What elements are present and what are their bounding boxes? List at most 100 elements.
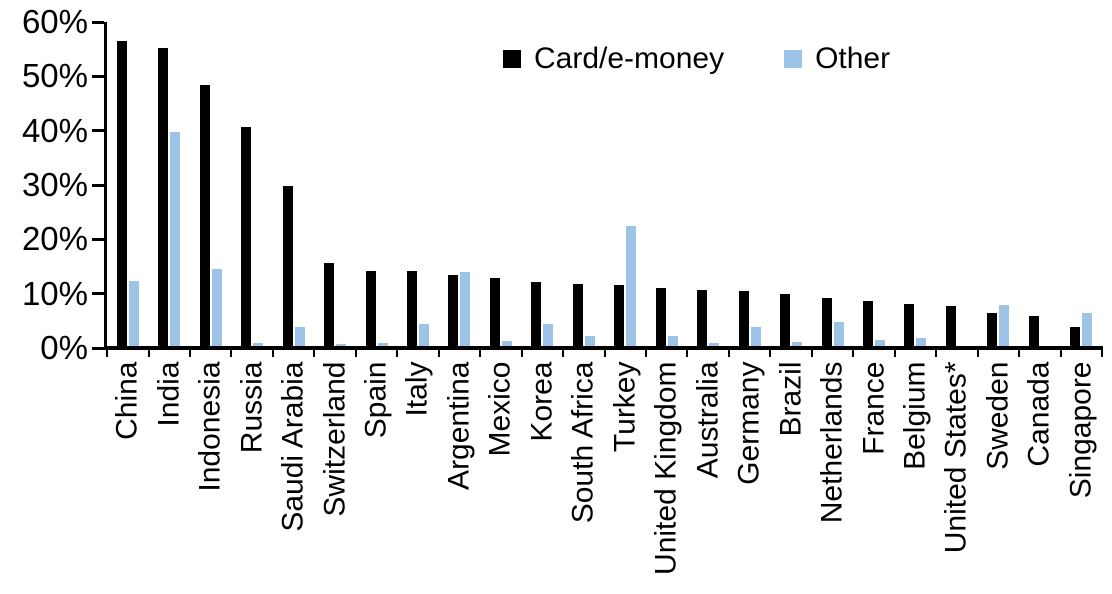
x-axis-tick (1101, 350, 1103, 357)
bar-card-indonesia (199, 85, 210, 348)
y-axis-tick (92, 183, 104, 187)
x-axis-label: Argentina (442, 361, 476, 490)
bar-card-south-africa (572, 284, 583, 348)
bar-other-singapore (1082, 313, 1093, 348)
bar-other-turkey (626, 226, 637, 348)
bar-card-korea (531, 282, 542, 348)
bar-card-argentina (448, 275, 459, 348)
bar-card-sweden (987, 313, 998, 348)
bar-card-mexico (489, 278, 500, 348)
y-axis-label: 20% (21, 220, 88, 258)
y-axis-tick (92, 129, 104, 133)
y-axis-tick (92, 346, 104, 350)
x-axis-tick (1018, 350, 1021, 357)
x-axis-label: Italy (400, 361, 434, 417)
bar-card-belgium (904, 304, 915, 348)
x-axis-tick (271, 350, 274, 357)
bar-other-china (128, 281, 139, 348)
bar-card-germany (738, 291, 749, 348)
bar-card-italy (406, 271, 417, 348)
x-axis-label: Netherlands (815, 361, 849, 524)
x-axis-label: Switzerland (318, 361, 351, 517)
x-axis-tick (479, 350, 482, 357)
x-axis-tick (727, 350, 730, 357)
y-axis-label: 40% (21, 111, 88, 149)
legend-label-card-e-money: Card/e-money (534, 42, 725, 75)
legend: Card/e-money Other (503, 42, 890, 76)
bar-card-united-states- (945, 306, 956, 348)
x-axis-label: Mexico (483, 361, 517, 457)
x-axis-tick (769, 350, 772, 357)
x-axis-tick (810, 350, 813, 357)
bar-other-germany (750, 327, 761, 348)
bar-other-france (875, 340, 885, 348)
y-axis-tick (92, 74, 104, 78)
x-axis-tick (686, 350, 689, 357)
x-axis-label: France (857, 361, 890, 455)
y-axis-label: 50% (21, 57, 88, 95)
x-axis-tick (1059, 350, 1062, 357)
bar-card-france (863, 301, 873, 348)
bar-card-india (158, 48, 169, 348)
bar-card-turkey (614, 285, 625, 348)
x-axis-tick (893, 350, 896, 357)
x-axis-tick (396, 350, 399, 357)
bar-other-belgium (916, 338, 927, 348)
bar-other-saudi-arabia (294, 327, 305, 348)
bar-other-india (170, 132, 181, 348)
card-e-money-swatch-icon (503, 50, 521, 68)
bar-other-netherlands (833, 322, 844, 348)
bar-card-netherlands (821, 298, 832, 348)
y-axis-tick (92, 292, 104, 296)
y-axis-label: 60% (21, 3, 88, 40)
bar-card-china (116, 41, 127, 348)
bar-other-sweden (999, 305, 1010, 348)
x-axis-tick (437, 350, 440, 357)
y-axis-label: 0% (40, 329, 88, 366)
legend-item-card-e-money: Card/e-money (503, 42, 724, 76)
bar-card-saudi-arabia (282, 186, 293, 348)
x-axis-label: Singapore (1064, 361, 1098, 499)
bar-card-switzerland (324, 263, 334, 348)
x-axis-tick (230, 350, 233, 357)
x-axis-tick (976, 350, 979, 357)
x-axis-label: Australia (691, 361, 725, 479)
x-axis-label: Belgium (898, 361, 932, 470)
bar-card-australia (697, 290, 708, 348)
legend-item-other: Other (784, 42, 890, 76)
x-axis-tick (645, 350, 647, 357)
y-axis-label: 10% (21, 274, 88, 312)
x-axis-label: Germany (732, 361, 766, 485)
x-axis-tick (106, 350, 108, 357)
other-swatch-icon (784, 50, 803, 68)
x-axis-label: Canada (1022, 361, 1056, 467)
bar-card-russia (241, 127, 252, 348)
x-axis-label: Turkey (608, 361, 642, 453)
x-axis-tick (935, 350, 938, 357)
x-axis-label: United Kingdom (649, 361, 683, 575)
x-axis-tick (603, 350, 606, 357)
bar-other-argentina (460, 272, 471, 348)
x-axis-label: United States* (939, 361, 973, 554)
y-axis-label: 30% (21, 166, 88, 203)
y-axis-line (104, 22, 107, 348)
x-axis-label: Korea (525, 361, 559, 442)
bar-other-italy (418, 324, 429, 348)
x-axis-tick (562, 350, 564, 357)
y-axis-tick (92, 237, 104, 241)
bar-card-singapore (1070, 327, 1081, 348)
x-axis-line (104, 346, 1103, 350)
bar-other-mexico (501, 341, 512, 348)
x-axis-label: India (152, 361, 186, 427)
bar-other-brazil (792, 342, 803, 348)
x-axis-label: China (110, 361, 144, 440)
x-axis-label: Spain (359, 361, 393, 439)
x-axis-label: Sweden (981, 361, 1015, 470)
x-axis-tick (188, 350, 191, 357)
bar-other-united-kingdom (667, 336, 678, 348)
bar-card-brazil (780, 294, 791, 348)
x-axis-label: Brazil (774, 361, 808, 437)
bar-other-korea (543, 324, 554, 348)
x-axis-label: Saudi Arabia (276, 361, 310, 532)
bar-other-spain (377, 343, 388, 348)
